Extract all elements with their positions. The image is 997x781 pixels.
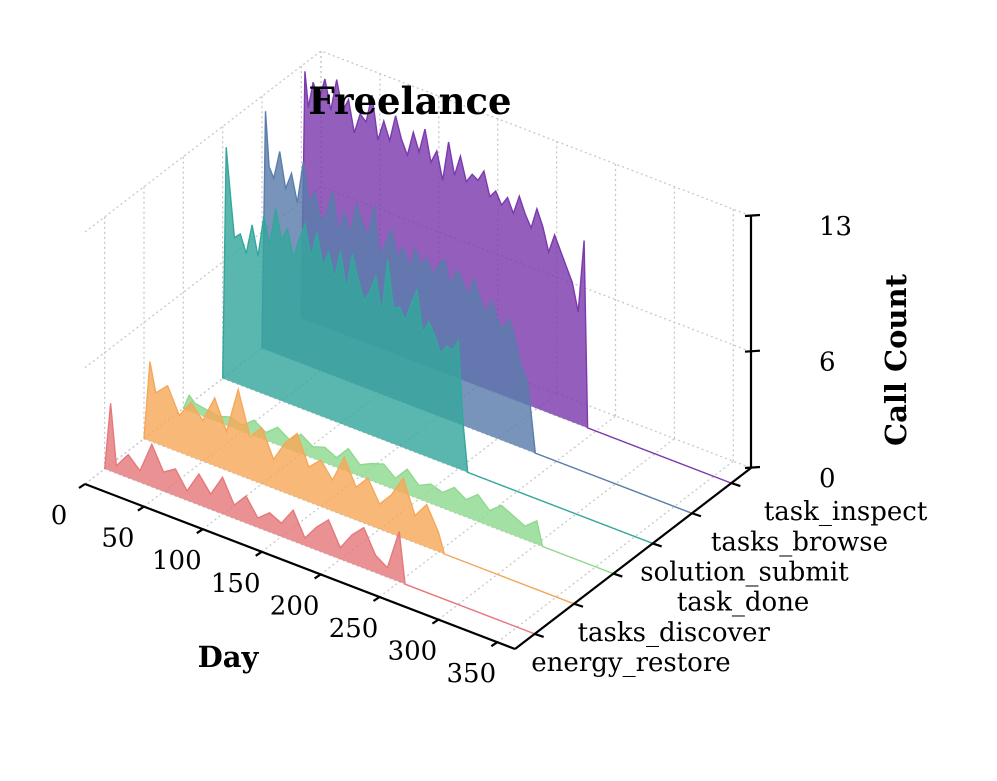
x-tick-mark <box>490 641 498 648</box>
x-tick-label: 0 <box>51 501 68 531</box>
z-tick-mark <box>744 349 761 353</box>
y-tick-label-energy_restore: energy_restore <box>531 648 730 678</box>
x-axis-line <box>84 482 516 651</box>
z-tick-mark <box>744 465 761 470</box>
z-tick-label: 6 <box>819 348 836 378</box>
ridge-line-tasks_browse <box>261 111 693 514</box>
z-tick-mark <box>744 213 761 218</box>
x-tick-mark <box>137 505 145 512</box>
y-tick-mark <box>652 542 663 548</box>
x-tick-mark <box>196 528 204 535</box>
x-tick-label: 200 <box>270 591 320 621</box>
x-axis-label: Day <box>198 640 260 674</box>
gridline-y-floor <box>104 468 535 635</box>
ridge-line-tasks_discover <box>143 361 575 605</box>
chart-title: Freelance <box>308 79 511 123</box>
x-tick-mark <box>255 550 263 557</box>
x-tick-label: 350 <box>447 659 497 689</box>
y-tick-label-task_done: task_done <box>677 588 809 618</box>
ridge-tasks_browse <box>262 111 692 514</box>
z-tick-label: 0 <box>819 464 836 494</box>
y-tick-mark <box>534 632 545 638</box>
x-tick-label: 150 <box>211 569 261 599</box>
gridline-x-floor <box>438 438 675 621</box>
x-tick-mark <box>78 483 86 489</box>
x-tick-mark <box>372 596 381 602</box>
y-tick-label-tasks_discover: tasks_discover <box>578 618 771 648</box>
y-tick-label-solution_submit: solution_submit <box>640 557 849 587</box>
z-axis-label: Call Count <box>879 273 913 446</box>
ridge-line-energy_restore <box>104 403 535 635</box>
ridge-task_inspect <box>301 71 732 484</box>
y-tick-mark <box>573 602 584 608</box>
x-tick-label: 100 <box>152 546 202 576</box>
z-tick-label: 13 <box>819 212 852 242</box>
ridge-line-task_inspect <box>300 71 732 484</box>
gridline-y-floor <box>222 377 653 545</box>
series-layer <box>104 71 732 635</box>
x-tick-mark <box>314 573 322 580</box>
x-tick-label: 250 <box>329 614 379 644</box>
y-tick-mark <box>612 572 623 578</box>
y-axis-line <box>514 467 752 650</box>
y-tick-label-task_inspect: task_inspect <box>764 497 928 527</box>
label-layer: Freelance Day Call Count <box>198 79 913 674</box>
y-tick-label-tasks_browse: tasks_browse <box>711 527 888 557</box>
x-tick-label: 300 <box>388 637 438 667</box>
x-tick-mark <box>431 618 440 625</box>
y-tick-mark <box>730 482 741 488</box>
x-tick-label: 50 <box>101 524 134 554</box>
y-tick-mark <box>691 512 702 518</box>
ridge-line-solution_submit <box>222 147 653 545</box>
